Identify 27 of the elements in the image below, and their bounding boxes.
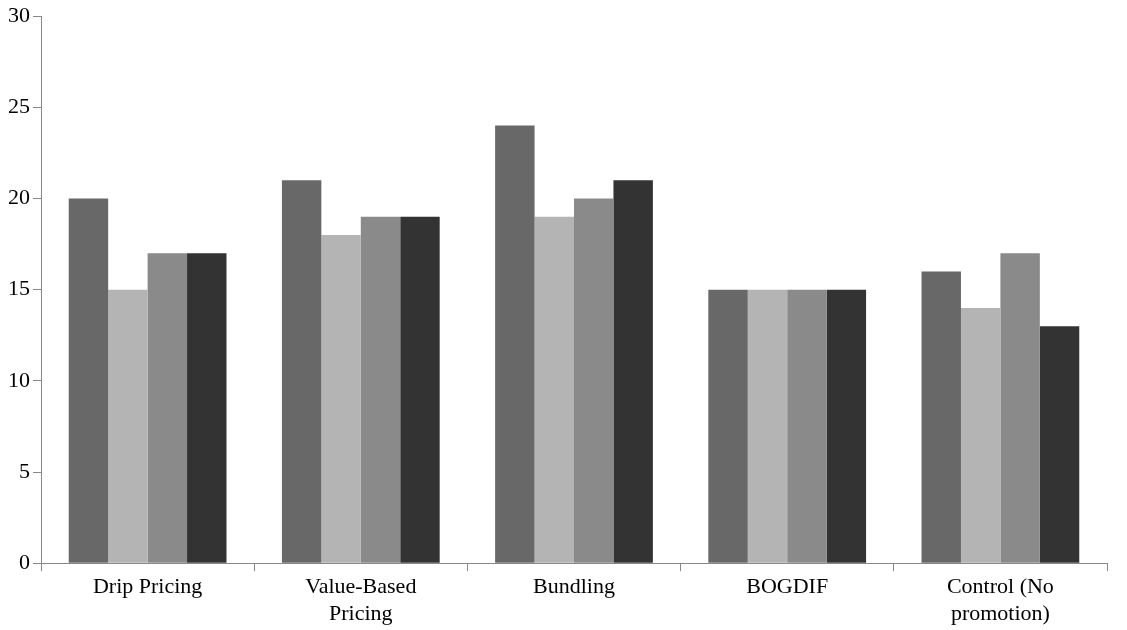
y-tick-label: 25 bbox=[8, 93, 30, 119]
x-tick-label: Value-Based Pricing bbox=[305, 573, 417, 625]
bar bbox=[281, 180, 322, 563]
bar bbox=[708, 289, 748, 563]
bar bbox=[187, 253, 227, 563]
bar bbox=[321, 235, 361, 563]
x-tick-label: BOGDIF bbox=[746, 573, 829, 599]
bar bbox=[1039, 326, 1080, 563]
bar bbox=[960, 307, 1001, 563]
y-tick-label: 15 bbox=[8, 275, 30, 301]
bar bbox=[495, 125, 535, 563]
y-tick-label: 10 bbox=[8, 366, 30, 392]
bar bbox=[613, 180, 653, 563]
bar bbox=[921, 271, 961, 563]
x-tick-label: Drip Pricing bbox=[92, 573, 203, 599]
y-tick-label: 30 bbox=[8, 1, 30, 27]
bar bbox=[826, 289, 867, 563]
y-tick-label: 20 bbox=[8, 184, 30, 210]
bar bbox=[400, 216, 440, 563]
x-tick-label: Control (No promotion) bbox=[946, 573, 1054, 625]
bar bbox=[68, 198, 109, 563]
x-tick-label: Bundling bbox=[533, 573, 615, 599]
bar bbox=[534, 216, 574, 563]
bar bbox=[108, 289, 148, 563]
y-tick-label: 0 bbox=[19, 548, 30, 574]
y-tick-label: 5 bbox=[19, 457, 30, 483]
bar bbox=[747, 289, 788, 563]
